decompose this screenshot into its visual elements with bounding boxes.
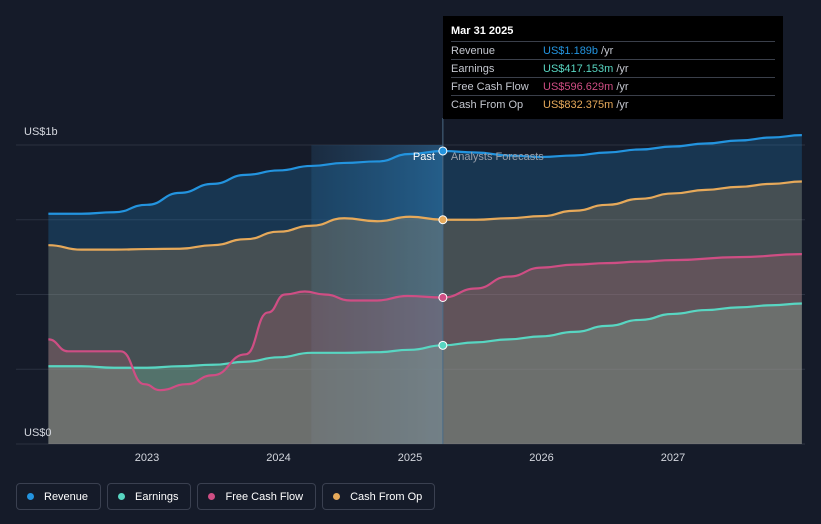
tooltip-label: Revenue <box>451 44 496 57</box>
legend-item-revenue[interactable]: Revenue <box>16 483 102 510</box>
line-free-cash-flow <box>48 253 802 392</box>
y-axis-top-label: US$1b <box>24 126 58 138</box>
tooltip-row-cash-from-op: Cash From Op US$832.375m /yr <box>451 95 775 113</box>
legend-item-cash-from-op[interactable]: Cash From Op <box>322 483 436 510</box>
area-earnings <box>48 303 802 444</box>
tooltip-label: Earnings <box>451 62 495 75</box>
line-earnings <box>48 302 802 369</box>
tooltip-value: US$596.629m <box>543 80 614 93</box>
legend-label: Cash From Op <box>350 490 423 503</box>
x-tick-label: 2026 <box>529 452 553 464</box>
tooltip-label: Free Cash Flow <box>451 80 529 93</box>
area-revenue <box>48 135 802 444</box>
legend-dot-icon <box>208 493 216 500</box>
tooltip-unit: /yr <box>616 80 629 93</box>
marker-earnings <box>438 340 448 350</box>
chart-legend: Revenue Earnings Free Cash Flow Cash Fro… <box>16 483 436 510</box>
area-cash-from-op <box>48 181 802 444</box>
area-free-cash-flow <box>48 254 802 444</box>
legend-dot-icon <box>118 493 126 500</box>
tooltip-value: US$417.153m <box>543 62 614 75</box>
tooltip-value: US$832.375m <box>543 98 614 111</box>
legend-label: Revenue <box>44 490 89 503</box>
legend-label: Free Cash Flow <box>225 490 304 503</box>
x-tick-label: 2023 <box>135 452 159 464</box>
tooltip-value: US$1.189b <box>543 44 599 57</box>
past-label: Past <box>413 151 435 163</box>
forecast-label: Analysts Forecasts <box>451 151 544 163</box>
data-tooltip: Mar 31 2025 Revenue US$1.189b /yr Earnin… <box>443 16 783 119</box>
tooltip-row-earnings: Earnings US$417.153m /yr <box>451 59 775 77</box>
marker-free-cash-flow <box>438 292 448 302</box>
tooltip-label: Cash From Op <box>451 98 524 111</box>
x-tick-label: 2025 <box>398 452 422 464</box>
x-tick-label: 2024 <box>266 452 290 464</box>
marker-cash-from-op <box>438 215 448 225</box>
legend-item-free-cash-flow[interactable]: Free Cash Flow <box>197 483 317 510</box>
tooltip-row-revenue: Revenue US$1.189b /yr <box>451 41 775 59</box>
x-tick-label: 2027 <box>661 452 685 464</box>
tooltip-date: Mar 31 2025 <box>451 25 514 37</box>
legend-item-earnings[interactable]: Earnings <box>107 483 192 510</box>
tooltip-unit: /yr <box>616 98 629 111</box>
tooltip-row-free-cash-flow: Free Cash Flow US$596.629m /yr <box>451 77 775 95</box>
legend-dot-icon <box>27 493 34 500</box>
legend-dot-icon <box>333 493 341 500</box>
past-highlight-band <box>311 145 443 444</box>
marker-revenue <box>438 146 448 156</box>
legend-label: Earnings <box>135 490 179 503</box>
tooltip-unit: /yr <box>616 62 629 75</box>
line-cash-from-op <box>48 180 802 251</box>
y-axis-bottom-label: US$0 <box>24 427 52 439</box>
line-revenue <box>48 134 802 215</box>
tooltip-unit: /yr <box>601 44 614 57</box>
